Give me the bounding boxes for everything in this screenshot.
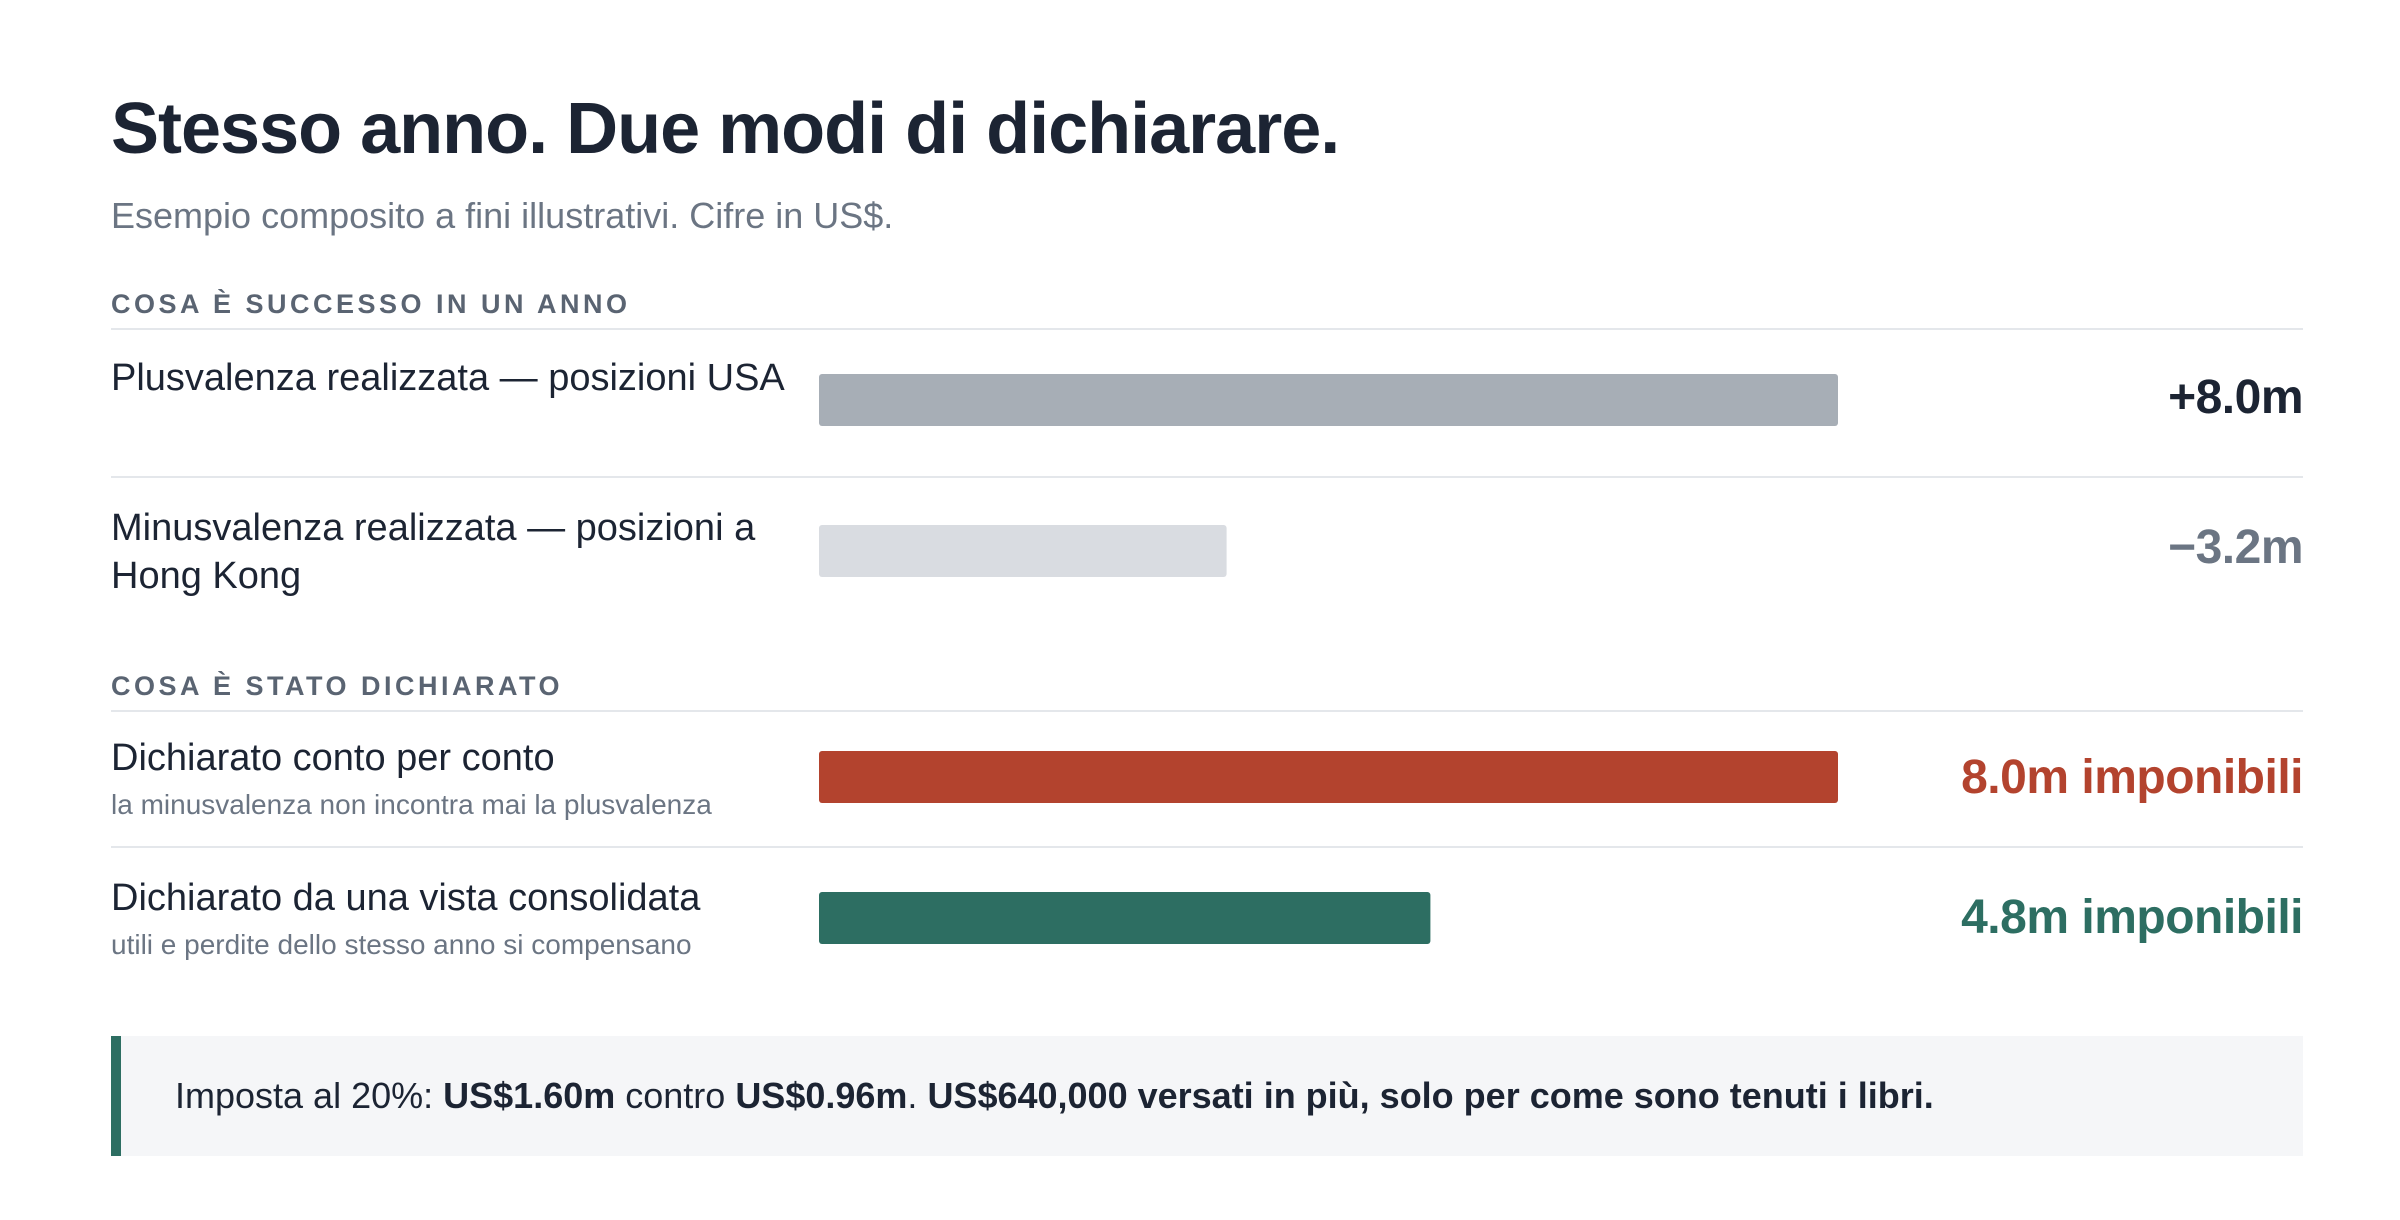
row-label: Dichiarato da una vista consolidata: [111, 877, 701, 919]
summary-callout: Imposta al 20%: US$1.60m contro US$0.96m…: [111, 1036, 2303, 1156]
row-label: Minusvalenza realizzata — posizioni a Ho…: [111, 507, 756, 597]
row-label: Dichiarato conto per conto: [111, 737, 555, 779]
data-label-separate: 8.0m imponibili: [1961, 751, 2303, 804]
data-label-loss: −3.2m: [2168, 521, 2303, 574]
row-declared-separate: Dichiarato conto per conto la minusvalen…: [111, 710, 2303, 848]
row-gain-usa: Plusvalenza realizzata — posizioni USA +…: [111, 328, 2303, 478]
page-title: Stesso anno. Due modi di dichiarare.: [111, 89, 1340, 169]
row-declared-consolidated: Dichiarato da una vista consolidata util…: [111, 848, 2303, 988]
data-label-gain: +8.0m: [2168, 371, 2303, 424]
section-label-what-happened: COSA È SUCCESSO IN UN ANNO: [111, 288, 2303, 330]
summary-conclusion: US$640,000 versati in più, solo per come…: [927, 1075, 1934, 1116]
row-loss-hk: Minusvalenza realizzata — posizioni a Ho…: [111, 478, 2303, 628]
summary-amount-a: US$1.60m: [443, 1075, 616, 1116]
summary-middle: contro: [615, 1075, 736, 1116]
row-sublabel: la minusvalenza non incontra mai la plus…: [111, 789, 712, 820]
summary-dot: .: [907, 1075, 928, 1116]
summary-amount-b: US$0.96m: [735, 1075, 908, 1116]
summary-prefix: Imposta al 20%:: [175, 1075, 444, 1116]
row-label: Plusvalenza realizzata — posizioni USA: [111, 357, 785, 399]
data-label-consolidated: 4.8m imponibili: [1961, 891, 2303, 944]
row-sublabel: utili e perdite dello stesso anno si com…: [111, 929, 692, 960]
page-subtitle: Esempio composito a fini illustrativi. C…: [111, 195, 894, 236]
section-label-declared: COSA È STATO DICHIARATO: [111, 670, 2303, 712]
summary-text: Imposta al 20%: US$1.60m contro US$0.96m…: [175, 1074, 1934, 1118]
